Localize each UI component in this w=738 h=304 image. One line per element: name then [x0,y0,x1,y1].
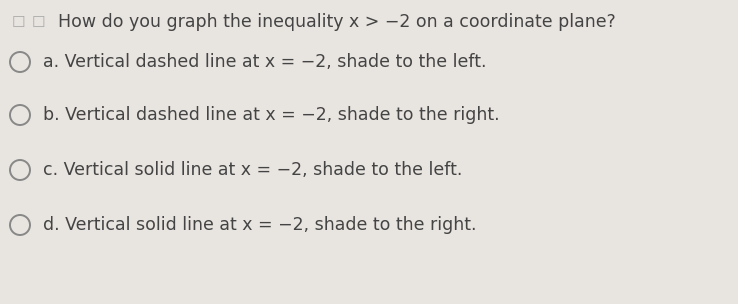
Text: ☐: ☐ [32,15,46,29]
Text: b. Vertical dashed line at x = −2, shade to the right.: b. Vertical dashed line at x = −2, shade… [43,106,500,124]
Text: ☐: ☐ [12,15,26,29]
Text: c. Vertical solid line at x = −2, shade to the left.: c. Vertical solid line at x = −2, shade … [43,161,463,179]
Text: d. Vertical solid line at x = −2, shade to the right.: d. Vertical solid line at x = −2, shade … [43,216,477,234]
Text: a. Vertical dashed line at x = −2, shade to the left.: a. Vertical dashed line at x = −2, shade… [43,53,486,71]
Text: How do you graph the inequality x > −2 on a coordinate plane?: How do you graph the inequality x > −2 o… [58,13,615,31]
